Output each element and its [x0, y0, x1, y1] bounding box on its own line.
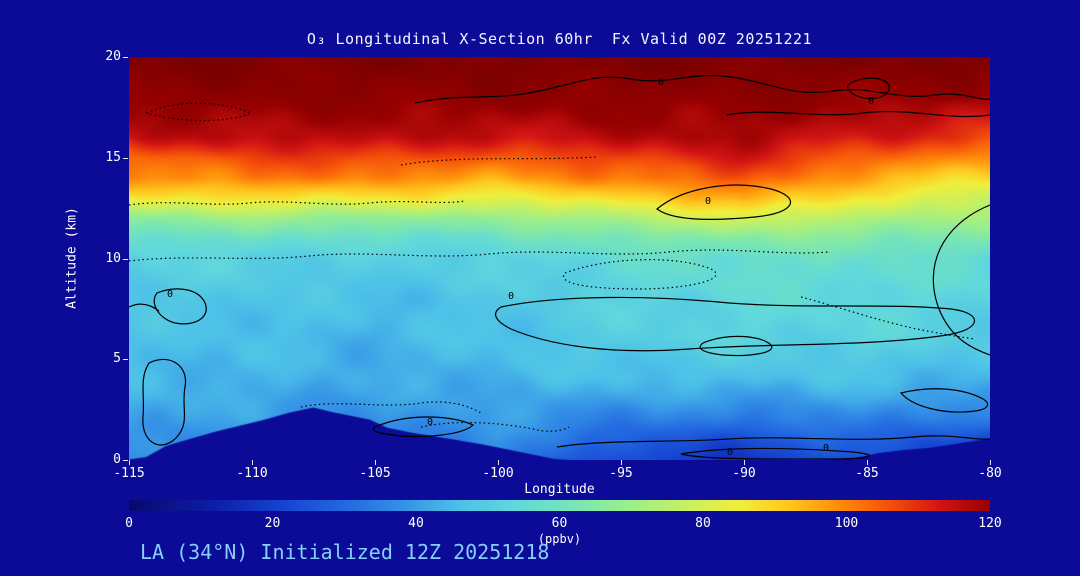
- colorbar-tick-label: 120: [978, 516, 1002, 531]
- x-tick-mark: [252, 460, 253, 465]
- contour-line-solid: [142, 358, 187, 446]
- contour-line-solid: [494, 296, 976, 352]
- y-tick-mark: [123, 359, 128, 361]
- x-tick-mark: [621, 460, 622, 465]
- colorbar-tick-label: 0: [125, 516, 133, 531]
- contour-line-dotted: [145, 102, 253, 122]
- contour-line-dotted: [400, 156, 598, 166]
- contour-zero-label: 0: [658, 77, 664, 88]
- contour-line-solid: [556, 435, 990, 448]
- y-tick-mark: [123, 157, 128, 159]
- contour-zero-label: 0: [823, 443, 829, 454]
- x-tick-mark: [375, 460, 376, 465]
- contour-line-dotted: [300, 401, 482, 414]
- contour-line-solid: [153, 288, 207, 325]
- contour-line-dotted: [129, 200, 466, 206]
- x-tick-label: -95: [609, 466, 633, 481]
- contour-zero-label: 0: [727, 447, 733, 458]
- contour-line-solid: [414, 74, 990, 104]
- y-tick-mark: [123, 258, 128, 260]
- colorbar-tick-label: 40: [408, 516, 424, 531]
- colorbar-tick-label: 100: [834, 516, 859, 531]
- x-tick-label: -110: [236, 466, 268, 481]
- contour-line-solid: [129, 303, 160, 312]
- contour-line-solid: [372, 416, 475, 438]
- x-tick-mark: [129, 460, 130, 465]
- colorbar-tick-label: 20: [264, 516, 281, 531]
- x-tick-mark: [498, 460, 499, 465]
- contour-line-solid: [680, 447, 870, 460]
- x-tick-label: -100: [482, 466, 514, 481]
- colorbar-units-label: (ppbv): [537, 532, 582, 546]
- contour-line-solid: [699, 335, 773, 357]
- x-tick-label: -105: [359, 466, 391, 481]
- heatmap-canvas: [129, 57, 990, 460]
- colorbar: [129, 500, 990, 511]
- contour-zero-label: 0: [705, 196, 711, 207]
- x-tick-label: -85: [855, 466, 879, 481]
- contour-line-dotted: [800, 296, 976, 340]
- contour-overlay: 0 0 0 0 0 0 0 0: [129, 74, 990, 460]
- y-tick-label: 5: [113, 351, 121, 367]
- contour-line-dotted: [129, 249, 830, 262]
- y-tick-label: 0: [113, 452, 121, 467]
- colorbar-tick-label: 80: [695, 516, 711, 531]
- contour-line-solid: [932, 204, 990, 356]
- contour-zero-label: 0: [868, 96, 874, 107]
- x-tick-mark: [744, 460, 745, 465]
- x-axis-label: Longitude: [524, 482, 595, 497]
- contour-line-solid: [899, 388, 989, 413]
- contour-line-dotted: [420, 421, 570, 432]
- y-tick-mark: [123, 57, 128, 58]
- y-tick-label: 10: [105, 250, 121, 266]
- x-tick-label: -115: [113, 466, 145, 481]
- contour-zero-label: 0: [167, 289, 173, 300]
- plot-area: 0 0 0 0 0 0 0 0: [129, 57, 990, 460]
- contour-zero-label: 0: [508, 291, 514, 302]
- x-tick-mark: [867, 460, 868, 465]
- colorbar-tick-label: 60: [551, 516, 568, 531]
- x-tick-label: -80: [978, 466, 1002, 481]
- y-tick-mark: [123, 460, 128, 461]
- chart-title: O₃ Longitudinal X-Section 60hr Fx Valid …: [306, 30, 813, 48]
- y-tick-label: 20: [105, 49, 121, 64]
- y-tick-label: 15: [105, 149, 121, 165]
- x-tick-mark: [990, 460, 991, 465]
- contour-line-solid: [726, 110, 990, 118]
- contour-line-solid: [656, 184, 792, 220]
- contour-zero-label: 0: [427, 417, 433, 428]
- contour-line-dotted: [562, 259, 717, 290]
- contour-line-solid: [846, 77, 890, 99]
- x-tick-label: -90: [732, 466, 756, 481]
- init-info-text: LA (34°N) Initialized 12Z 20251218: [140, 540, 550, 564]
